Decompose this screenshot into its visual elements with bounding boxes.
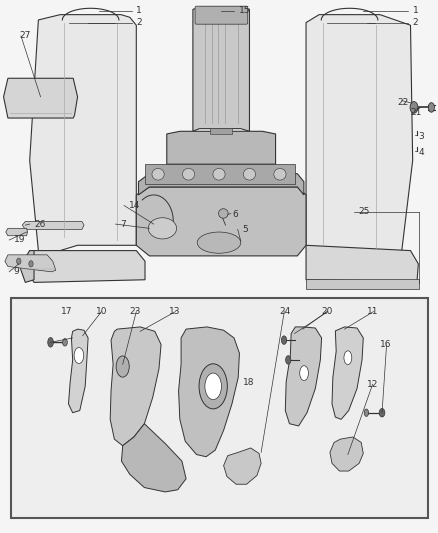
Ellipse shape: [116, 356, 129, 377]
Text: 5: 5: [242, 225, 248, 234]
Text: 10: 10: [96, 307, 108, 316]
Ellipse shape: [364, 409, 368, 416]
Text: 21: 21: [410, 108, 422, 117]
Polygon shape: [136, 187, 306, 256]
Bar: [145, 164, 295, 184]
Polygon shape: [5, 255, 56, 272]
Text: 4: 4: [418, 148, 424, 157]
Ellipse shape: [183, 168, 194, 180]
Ellipse shape: [410, 102, 418, 114]
Text: 3: 3: [418, 132, 424, 141]
Text: 15: 15: [239, 6, 250, 15]
Polygon shape: [138, 174, 304, 195]
Ellipse shape: [379, 408, 385, 417]
Polygon shape: [6, 228, 28, 236]
Ellipse shape: [29, 261, 33, 267]
Bar: [11, 298, 428, 519]
Ellipse shape: [213, 168, 225, 180]
FancyBboxPatch shape: [195, 6, 248, 24]
Ellipse shape: [199, 364, 227, 409]
Polygon shape: [68, 329, 88, 413]
Polygon shape: [224, 448, 261, 484]
Ellipse shape: [197, 232, 241, 253]
Ellipse shape: [63, 338, 67, 346]
Text: 25: 25: [358, 207, 370, 216]
Polygon shape: [20, 251, 34, 282]
Text: 19: 19: [14, 236, 25, 245]
Polygon shape: [121, 424, 186, 492]
Text: 9: 9: [14, 268, 19, 276]
Polygon shape: [193, 7, 250, 131]
Text: 11: 11: [367, 307, 378, 316]
Polygon shape: [332, 327, 363, 419]
Polygon shape: [30, 14, 136, 251]
Ellipse shape: [205, 373, 222, 400]
Text: 20: 20: [321, 307, 332, 316]
Polygon shape: [22, 221, 84, 229]
Ellipse shape: [74, 348, 84, 364]
Ellipse shape: [48, 337, 53, 347]
Polygon shape: [110, 327, 161, 446]
Bar: [210, 127, 232, 134]
Ellipse shape: [300, 366, 308, 381]
Text: 18: 18: [243, 377, 254, 386]
Text: 17: 17: [61, 307, 73, 316]
Polygon shape: [285, 327, 321, 426]
Text: 2: 2: [136, 18, 142, 27]
Bar: [306, 279, 419, 289]
Ellipse shape: [286, 356, 291, 364]
Text: 22: 22: [397, 98, 409, 107]
Text: 14: 14: [128, 201, 140, 210]
Text: 1: 1: [413, 6, 418, 15]
Text: 1: 1: [136, 6, 142, 15]
Ellipse shape: [148, 217, 177, 239]
Ellipse shape: [344, 351, 352, 365]
Text: 12: 12: [367, 379, 378, 389]
Polygon shape: [25, 251, 145, 282]
Ellipse shape: [244, 168, 255, 180]
Text: 13: 13: [169, 307, 180, 316]
Polygon shape: [4, 78, 78, 118]
Text: 23: 23: [130, 307, 141, 316]
Polygon shape: [179, 327, 240, 457]
Text: 7: 7: [120, 220, 126, 229]
Text: 24: 24: [279, 307, 290, 316]
Ellipse shape: [282, 336, 287, 344]
Ellipse shape: [428, 103, 434, 112]
Text: 2: 2: [413, 18, 418, 27]
Ellipse shape: [152, 168, 164, 180]
Text: 16: 16: [380, 341, 392, 350]
Polygon shape: [306, 14, 413, 256]
Ellipse shape: [219, 209, 228, 218]
Text: 27: 27: [20, 31, 31, 41]
Ellipse shape: [17, 258, 21, 264]
Polygon shape: [167, 131, 276, 164]
Ellipse shape: [274, 168, 286, 180]
Text: 26: 26: [34, 220, 46, 229]
Text: 6: 6: [232, 210, 238, 219]
Polygon shape: [306, 245, 418, 281]
Polygon shape: [330, 437, 363, 471]
